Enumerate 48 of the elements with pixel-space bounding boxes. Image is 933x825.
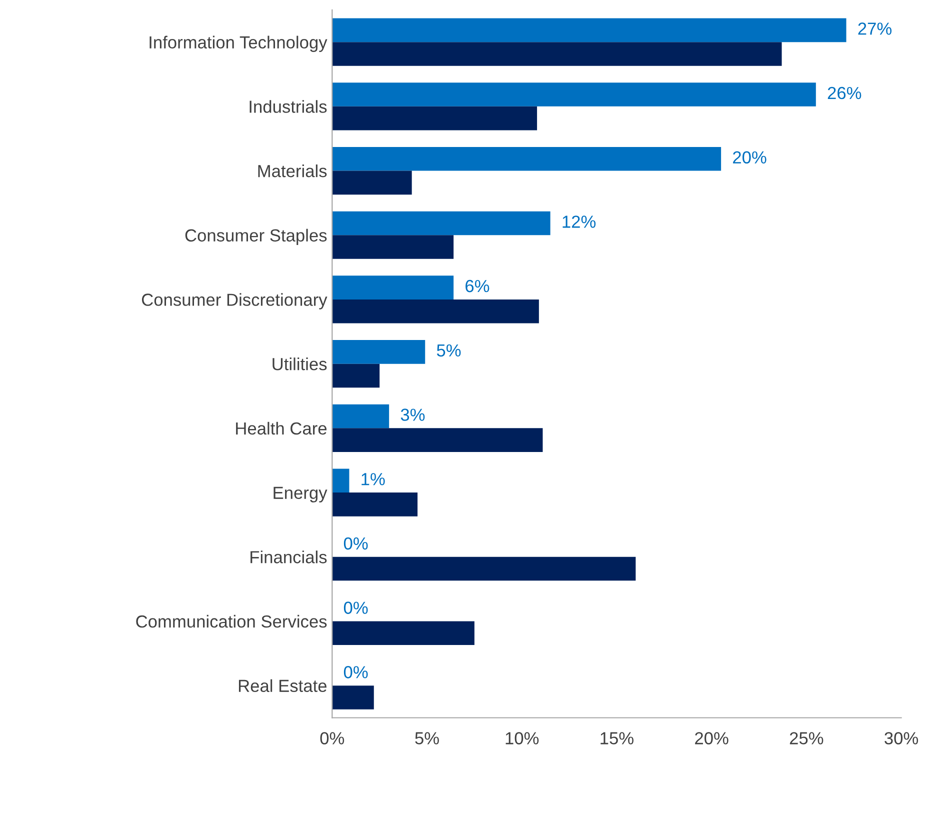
y-tick-label: Health Care	[236, 422, 327, 435]
bar	[332, 146, 722, 171]
bar	[332, 299, 539, 324]
y-tick-label: Materials	[258, 164, 327, 178]
bar	[332, 364, 380, 388]
x-tick-label: 25%	[790, 732, 824, 744]
data-label: 1%	[362, 473, 385, 486]
bar	[332, 428, 543, 452]
data-label: 27%	[858, 22, 892, 35]
x-tick-label: 15%	[600, 732, 634, 744]
data-label: 3%	[400, 408, 425, 421]
data-label: 0%	[344, 537, 368, 550]
bar	[332, 492, 418, 516]
bar	[332, 42, 782, 66]
y-tick-label: Information Technology	[150, 36, 328, 52]
y-tick-label: Real Estate	[238, 679, 327, 692]
y-tick-label: Communication Services	[136, 614, 327, 628]
bar	[332, 556, 636, 581]
x-tick-label: 30%	[884, 732, 918, 744]
data-label: 12%	[562, 216, 596, 228]
data-label: 0%	[344, 666, 368, 678]
bar	[332, 18, 846, 42]
y-tick-label: Consumer Staples	[185, 228, 327, 246]
y-tick-label: Consumer Discretionary	[142, 293, 328, 310]
bar	[332, 211, 550, 236]
bar	[332, 340, 426, 364]
x-tick-label: 5%	[415, 732, 439, 744]
bar	[332, 404, 390, 428]
bar	[332, 686, 374, 710]
bar	[332, 170, 412, 195]
y-tick-label: Industrials	[250, 100, 327, 113]
x-tick-label: 20%	[695, 732, 728, 744]
bar	[332, 468, 350, 493]
y-tick-label: Energy	[274, 486, 328, 502]
bar	[332, 106, 538, 130]
bar	[332, 235, 454, 259]
data-label: 26%	[828, 86, 862, 100]
bar	[332, 621, 474, 646]
y-tick-label: Utilities	[272, 358, 327, 370]
y-tick-label: Financials	[250, 550, 327, 564]
x-tick-label: 10%	[506, 732, 539, 744]
x-tick-label: 0%	[320, 732, 344, 744]
data-label: 6%	[466, 280, 490, 292]
bar	[332, 82, 816, 106]
data-label: 0%	[344, 602, 368, 614]
bar	[332, 276, 454, 300]
data-label: 5%	[436, 344, 461, 357]
data-label: 20%	[733, 151, 766, 164]
